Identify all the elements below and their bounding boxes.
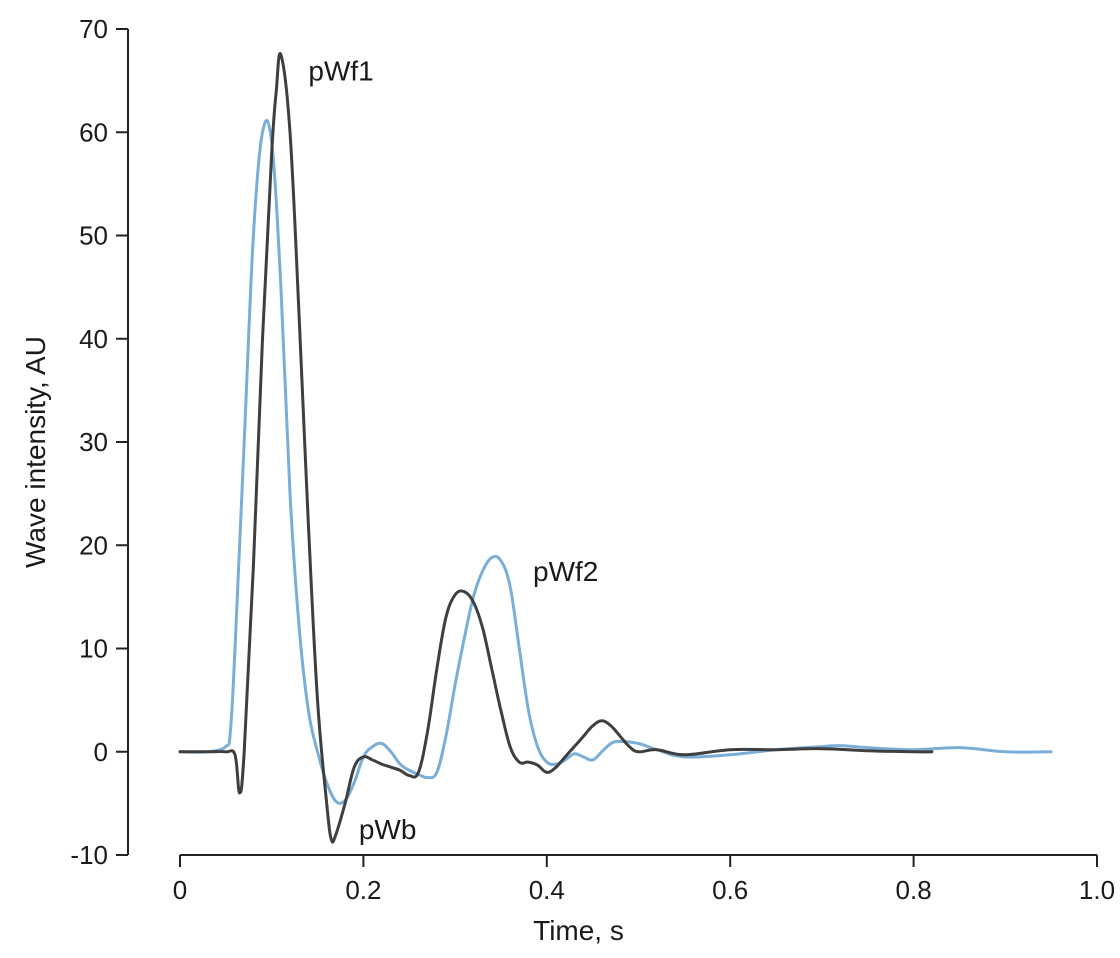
y-tick-label: 60 bbox=[79, 117, 108, 147]
x-tick-label: 0.2 bbox=[345, 875, 381, 905]
series-line-2 bbox=[178, 52, 934, 844]
y-tick-label: 30 bbox=[79, 427, 108, 457]
annotation-label: pWb bbox=[359, 814, 417, 845]
y-tick-label: 20 bbox=[79, 530, 108, 560]
y-tick-label: 10 bbox=[79, 634, 108, 664]
annotation-label: pWf1 bbox=[308, 55, 373, 86]
x-tick-label: 0.4 bbox=[529, 875, 565, 905]
y-axis-title: Wave intensity, AU bbox=[20, 336, 51, 568]
x-tick-label: 0.8 bbox=[896, 875, 932, 905]
series-layer bbox=[178, 52, 1053, 844]
y-ticks: -10 0 10 20 30 40 50 60 70 bbox=[70, 14, 128, 870]
y-tick-label: 0 bbox=[94, 737, 108, 767]
x-tick-label: 1.0 bbox=[1079, 875, 1115, 905]
y-tick-label: 50 bbox=[79, 221, 108, 251]
annotation-label: pWf2 bbox=[533, 556, 598, 587]
series-line-1 bbox=[178, 119, 1053, 805]
x-axis-title: Time, s bbox=[533, 915, 624, 946]
y-tick-label: 40 bbox=[79, 324, 108, 354]
y-tick-label: -10 bbox=[70, 840, 108, 870]
annotation-layer: pWf1 pWf2 pWb bbox=[308, 55, 598, 845]
y-tick-label: 70 bbox=[79, 14, 108, 44]
x-ticks: 0 0.2 0.4 0.6 0.8 1.0 bbox=[173, 855, 1115, 905]
x-tick-label: 0 bbox=[173, 875, 187, 905]
x-tick-label: 0.6 bbox=[712, 875, 748, 905]
